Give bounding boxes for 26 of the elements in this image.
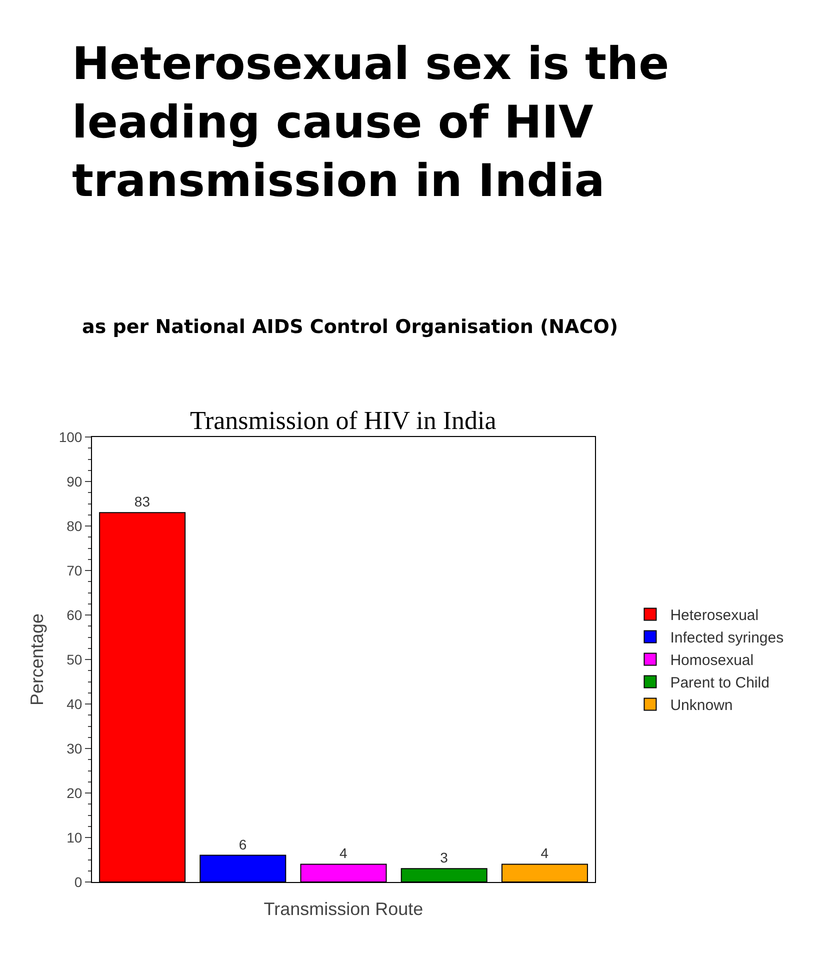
- data-label: 4: [340, 845, 348, 862]
- data-label: 4: [540, 845, 549, 862]
- data-label: 6: [238, 836, 247, 852]
- text: Transmission of HIV in India: [190, 406, 497, 435]
- y-tick-label: 50: [66, 651, 82, 668]
- data-label: 83: [134, 494, 150, 510]
- y-tick-label: 20: [66, 784, 82, 801]
- y-tick-label: 0: [74, 874, 82, 890]
- y-tick-label: 60: [66, 606, 82, 623]
- y-tick-label: 90: [66, 473, 82, 490]
- legend-label: Homosexual: [670, 652, 754, 670]
- y-axis-title: Percentage: [27, 613, 48, 706]
- y-tick-label: 30: [66, 740, 82, 756]
- chart-subtitle: as per National AIDS Control Organisation (NACO): [82, 316, 618, 338]
- y-tick-label: 100: [58, 428, 82, 445]
- y-tick-label: 70: [66, 562, 82, 578]
- legend-label: Heterosexual: [670, 607, 759, 624]
- data-label: 3: [440, 850, 448, 866]
- legend-label: Infected syringes: [670, 630, 784, 647]
- y-tick-label: 40: [66, 696, 82, 712]
- x-axis-title: Transmission Route: [264, 899, 424, 920]
- chart-title: Heterosexual sex is the leading cause of HIV transmission in India: [72, 37, 670, 207]
- legend-label: Parent to Child: [670, 674, 770, 692]
- y-tick-label: 10: [66, 829, 82, 846]
- y-tick-label: 80: [66, 518, 82, 534]
- legend-label: Unknown: [670, 697, 733, 714]
